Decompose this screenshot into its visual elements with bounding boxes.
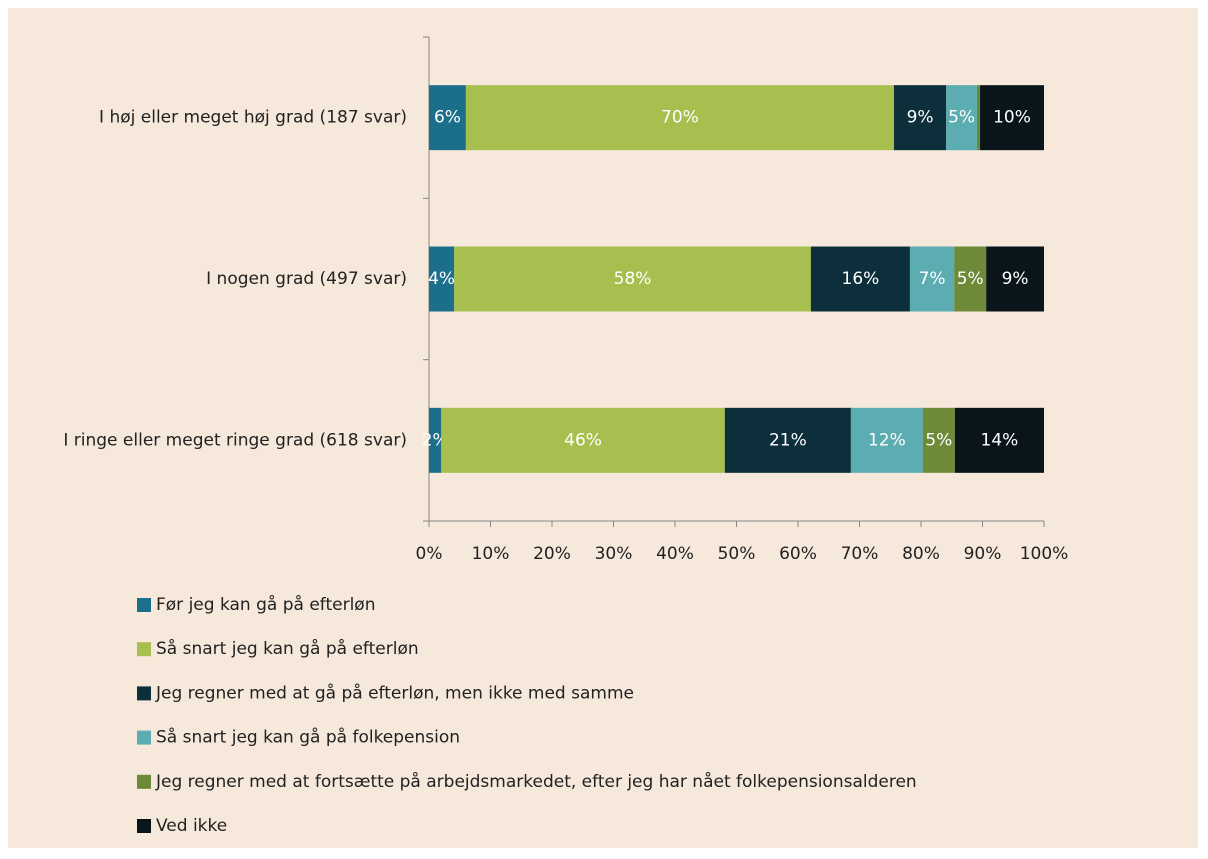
data-label: 5%: [957, 269, 984, 289]
bar-segment: [976, 85, 981, 151]
legend-swatch: [137, 730, 151, 745]
category-label: I ringe eller meget ringe grad (618 svar…: [63, 430, 407, 450]
bar-segment: [724, 407, 851, 473]
bar-segment: [893, 85, 947, 151]
data-label: 12%: [868, 430, 906, 450]
x-tick-label: 30%: [595, 544, 633, 564]
bar-segment: [429, 407, 442, 473]
legend-swatch: [137, 686, 151, 701]
bar-segment: [454, 246, 811, 312]
category-label: I nogen grad (497 svar): [206, 269, 407, 289]
bar-segment: [850, 407, 923, 473]
bar-segment: [922, 407, 955, 473]
legend-swatch: [137, 642, 151, 657]
bar-segment: [810, 246, 910, 312]
data-label: 9%: [1002, 269, 1029, 289]
x-tick-label: 100%: [1020, 544, 1069, 564]
data-label: 46%: [564, 430, 602, 450]
data-label: 10%: [993, 108, 1031, 128]
data-label: 14%: [981, 430, 1019, 450]
data-label: 4%: [428, 269, 455, 289]
legend-label: Så snart jeg kan gå på folkepension: [156, 727, 460, 748]
legend-label: Jeg regner med at gå på efterløn, men ik…: [155, 682, 634, 703]
bar-segment: [954, 407, 1044, 473]
legend-swatch: [137, 598, 151, 612]
bar-segment: [909, 246, 955, 312]
legend-label: Så snart jeg kan gå på efterløn: [156, 638, 419, 659]
legend-swatch: [137, 774, 151, 789]
x-tick-label: 90%: [964, 544, 1002, 564]
data-label: 6%: [434, 108, 461, 128]
x-tick-label: 20%: [533, 544, 571, 564]
bar-segment: [429, 85, 466, 151]
bar-segment: [465, 85, 894, 151]
data-label: 5%: [948, 108, 975, 128]
data-label: 7%: [919, 269, 946, 289]
data-label: 58%: [614, 269, 652, 289]
x-tick-label: 0%: [416, 544, 443, 564]
bar-segment: [954, 246, 987, 312]
data-label: 16%: [842, 269, 880, 289]
bar-segment: [441, 407, 725, 473]
data-label: 5%: [925, 430, 952, 450]
x-tick-label: 50%: [718, 544, 756, 564]
category-label: I høj eller meget høj grad (187 svar): [99, 108, 407, 128]
bar-segment: [986, 246, 1044, 312]
data-label: 70%: [661, 108, 699, 128]
legend-swatch: [137, 819, 151, 833]
data-label: 9%: [907, 108, 934, 128]
bar-segment: [946, 85, 977, 151]
x-tick-label: 10%: [472, 544, 510, 564]
x-tick-label: 80%: [902, 544, 940, 564]
x-tick-label: 40%: [656, 544, 694, 564]
legend-label: Jeg regner med at fortsætte på arbejdsma…: [155, 771, 917, 792]
legend-label: Før jeg kan gå på efterløn: [156, 594, 375, 615]
bar-segment: [980, 85, 1044, 151]
x-tick-label: 70%: [841, 544, 879, 564]
bar-segment: [429, 246, 455, 312]
x-tick-label: 60%: [779, 544, 817, 564]
legend-label: Ved ikke: [156, 816, 227, 836]
data-label: 21%: [769, 430, 807, 450]
